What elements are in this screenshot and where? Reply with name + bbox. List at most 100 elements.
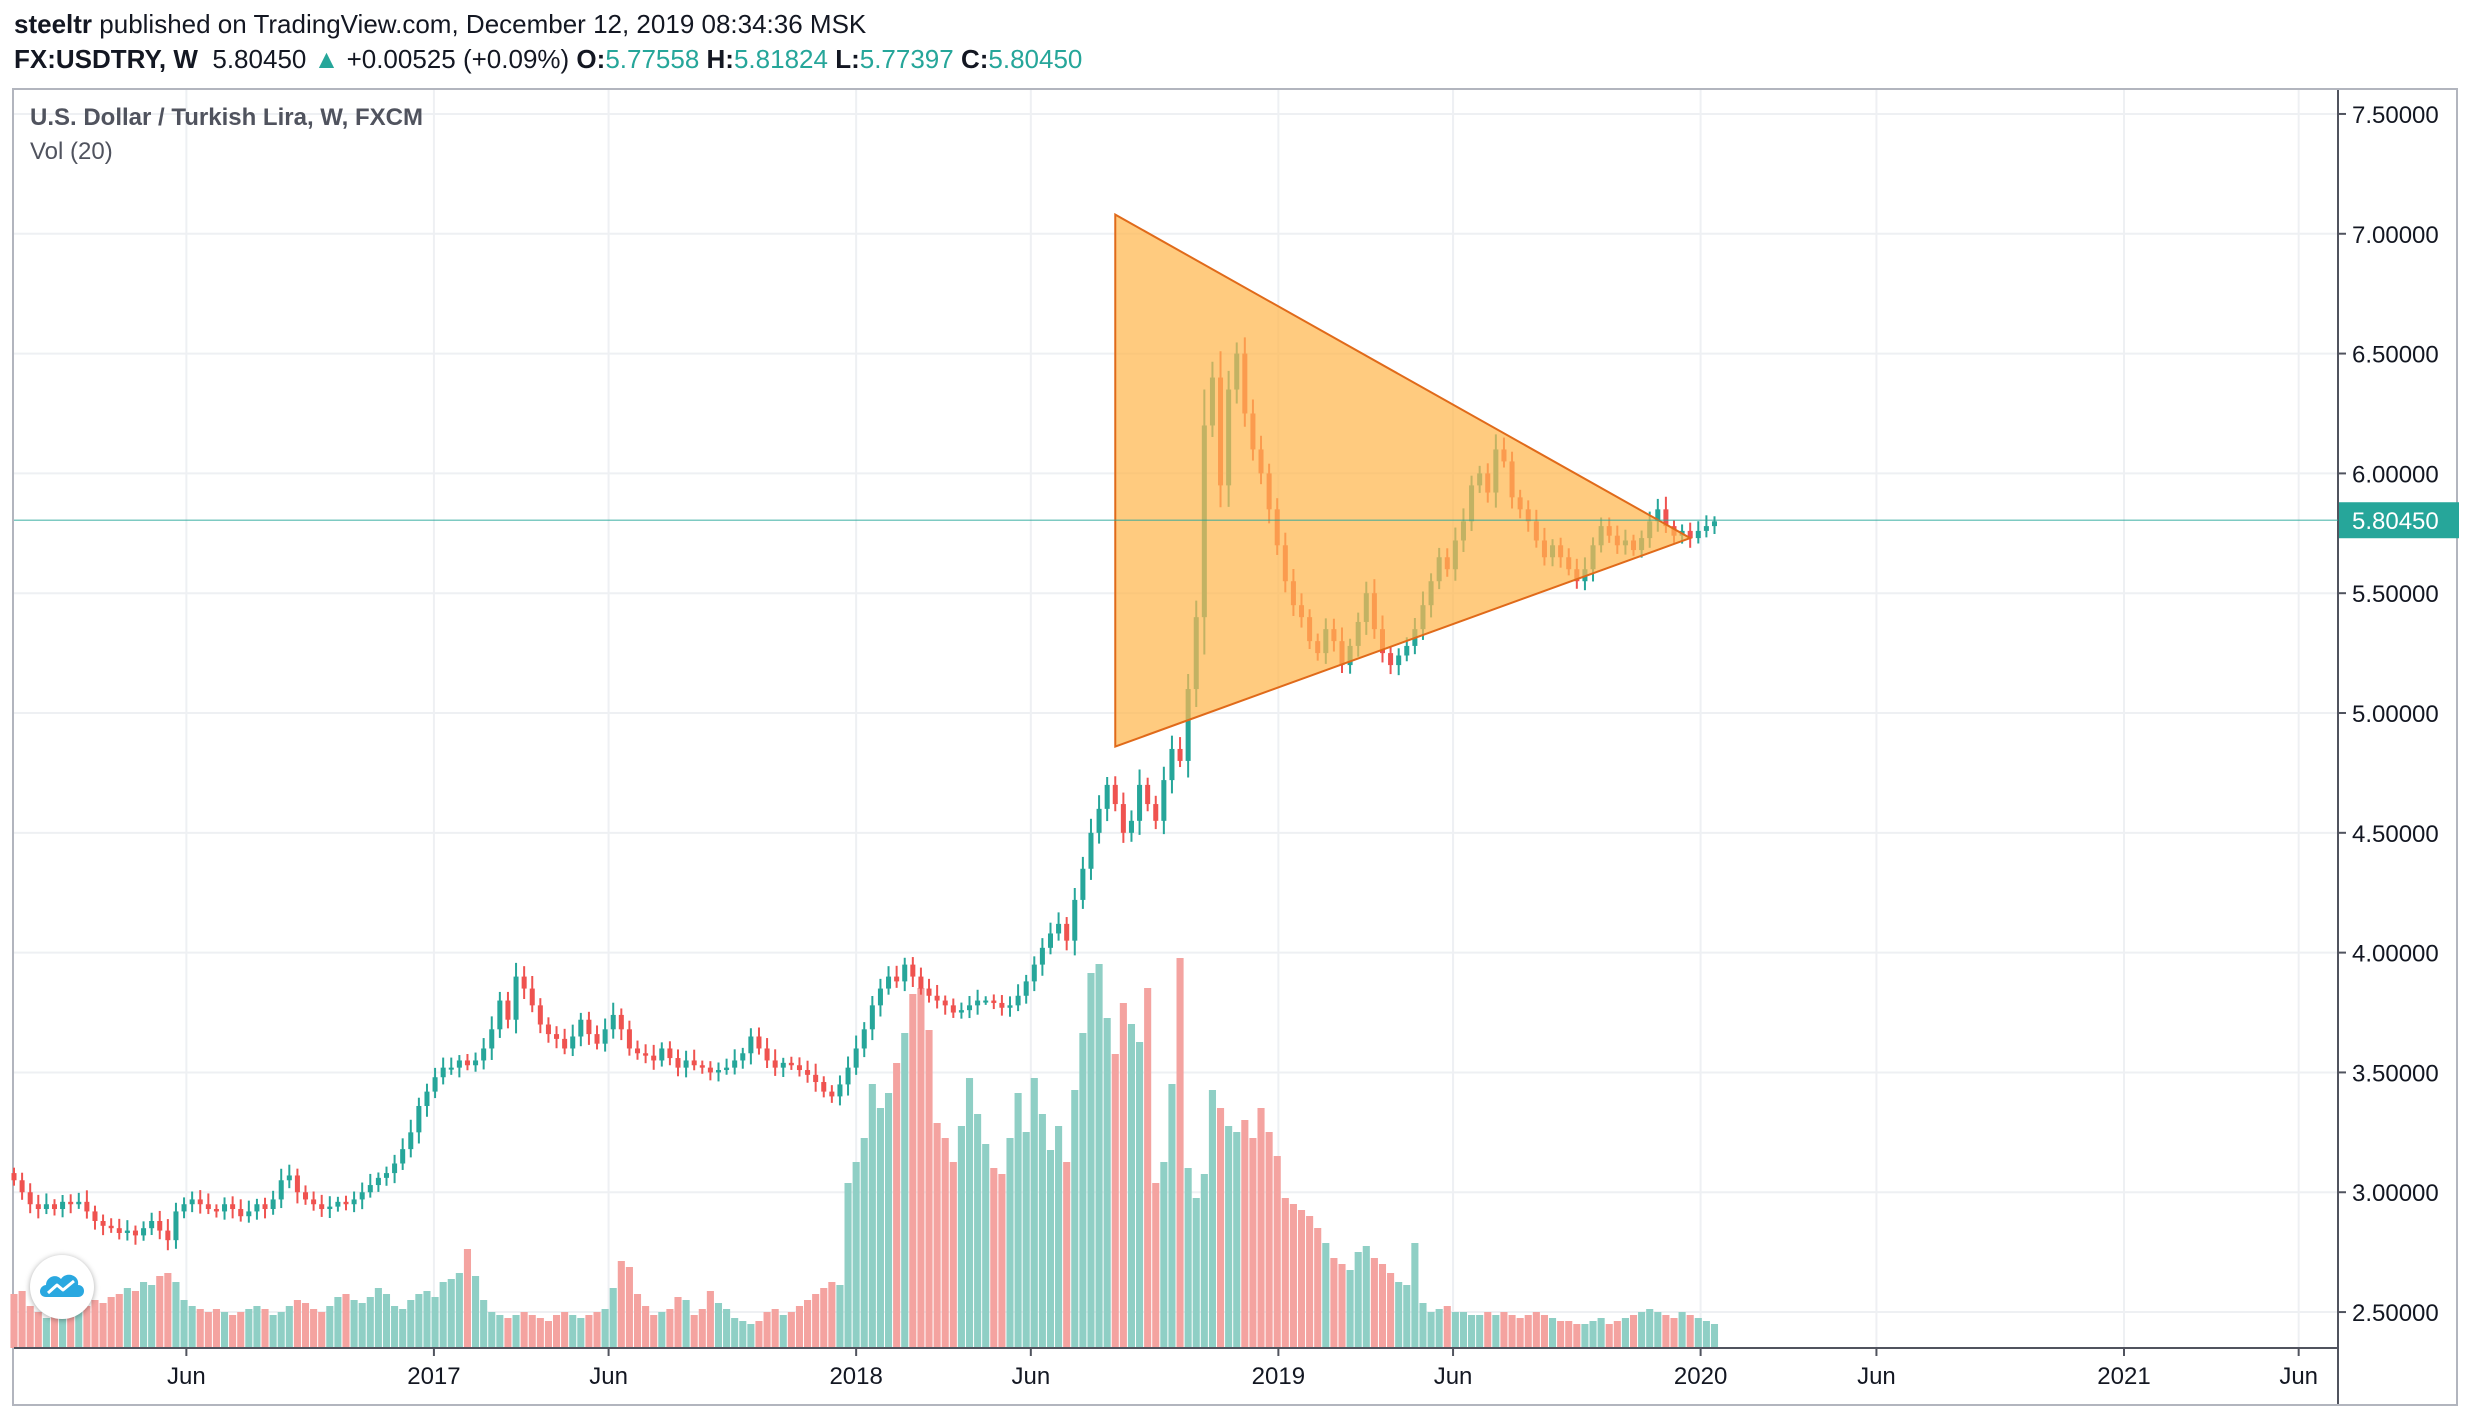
volume-bar — [1216, 1108, 1225, 1348]
candle-body — [238, 1209, 244, 1217]
y-tick-label: 3.00000 — [2352, 1180, 2439, 1207]
volume-bar — [990, 1168, 998, 1348]
candle-body — [1655, 509, 1661, 522]
candle-body — [586, 1019, 592, 1035]
volume-bar — [528, 1315, 536, 1348]
volume-bar — [1055, 1126, 1063, 1348]
candle-body — [189, 1199, 195, 1205]
volume-bar — [544, 1321, 552, 1348]
candle-body — [270, 1199, 276, 1210]
x-tick-label: 2021 — [2097, 1363, 2150, 1390]
volume-bar — [431, 1297, 439, 1348]
candle-body — [756, 1036, 762, 1049]
volume-bar — [763, 1312, 771, 1348]
candle-body — [813, 1074, 819, 1083]
candle-body — [1388, 653, 1394, 666]
volume-bar — [998, 1174, 1006, 1348]
volume-bar — [439, 1282, 447, 1348]
volume-bar — [698, 1309, 706, 1348]
last-price-badge — [2339, 502, 2459, 539]
x-tick-label: Jun — [1857, 1363, 1896, 1390]
chart-title: U.S. Dollar / Turkish Lira, W, FXCM — [30, 104, 423, 131]
candle-body — [675, 1058, 681, 1068]
candle-body — [942, 1000, 948, 1006]
volume-bar — [180, 1300, 188, 1348]
candle-body — [886, 976, 892, 989]
volume-bar — [642, 1306, 650, 1348]
candle-body — [440, 1067, 446, 1078]
candle-body — [230, 1204, 236, 1210]
candle-body — [772, 1060, 778, 1068]
candle-body — [740, 1053, 746, 1061]
volume-bar — [1079, 1033, 1087, 1348]
volume-bar — [1435, 1309, 1443, 1348]
candle-body — [1161, 780, 1167, 821]
candle-body — [124, 1230, 130, 1233]
candle-body — [335, 1201, 341, 1207]
volume-bar — [1427, 1312, 1435, 1348]
close-label: C: — [960, 44, 989, 74]
x-tick-label: 2018 — [829, 1363, 882, 1390]
candle-body — [408, 1132, 414, 1150]
author-name[interactable]: steeltr — [14, 9, 93, 39]
candle-body — [918, 976, 924, 989]
candle-body — [1185, 689, 1191, 761]
candle-body — [732, 1060, 738, 1068]
candle-body — [999, 1002, 1005, 1008]
x-tick-label: 2020 — [1674, 1363, 1727, 1390]
volume-bar — [706, 1291, 714, 1348]
volume-bar — [107, 1297, 115, 1348]
tradingview-logo[interactable] — [30, 1255, 94, 1319]
candle-body — [505, 1000, 511, 1020]
volume-bar — [1459, 1312, 1468, 1348]
volume-bar — [1297, 1210, 1306, 1348]
volume-bar — [1322, 1243, 1330, 1348]
volume-bar — [682, 1300, 690, 1348]
candle-body — [1396, 655, 1402, 666]
candle-body — [108, 1225, 114, 1229]
volume-bar — [925, 1030, 933, 1348]
volume-bar — [779, 1315, 787, 1348]
volume-bar — [1500, 1312, 1508, 1348]
candle-body — [643, 1053, 649, 1056]
volume-bar — [455, 1273, 463, 1348]
candle-body — [84, 1201, 90, 1212]
volume-bar — [1654, 1312, 1662, 1348]
volume-bar — [1646, 1309, 1654, 1348]
volume-bar — [407, 1300, 415, 1348]
candle-body — [1703, 526, 1709, 531]
candle-body — [796, 1065, 802, 1071]
candle-body — [68, 1201, 74, 1205]
candle-body — [1695, 530, 1701, 539]
candle-body — [934, 995, 940, 1001]
volume-bar — [463, 1249, 472, 1348]
candle-body — [853, 1048, 859, 1068]
volume-bar — [941, 1138, 949, 1348]
symbol-label: FX:USDTRY, W — [14, 44, 198, 74]
volume-bar — [1629, 1315, 1638, 1348]
volume-bar — [1621, 1318, 1629, 1348]
volume-bar — [1071, 1090, 1079, 1348]
volume-bar — [350, 1300, 358, 1348]
volume-bar — [1346, 1270, 1354, 1348]
last-price-label: 5.80450 — [2352, 508, 2439, 535]
volume-bar — [1597, 1318, 1605, 1348]
candle-body — [1039, 947, 1045, 965]
candle-body — [311, 1199, 317, 1205]
y-tick-label: 3.50000 — [2352, 1060, 2439, 1087]
candle-body — [529, 988, 535, 1006]
volume-bar — [334, 1297, 342, 1348]
candle-body — [1023, 981, 1029, 996]
volume-bar — [901, 1033, 909, 1348]
volume-bar — [1395, 1282, 1403, 1348]
volume-bar — [1136, 1042, 1144, 1348]
volume-bar — [755, 1321, 763, 1348]
candle-body — [464, 1060, 470, 1066]
candle-body — [254, 1204, 260, 1212]
volume-bar — [1468, 1315, 1476, 1348]
candle-body — [958, 1010, 964, 1013]
candle-body — [1711, 521, 1717, 527]
candle-body — [618, 1014, 624, 1030]
volume-bar — [1281, 1198, 1289, 1348]
